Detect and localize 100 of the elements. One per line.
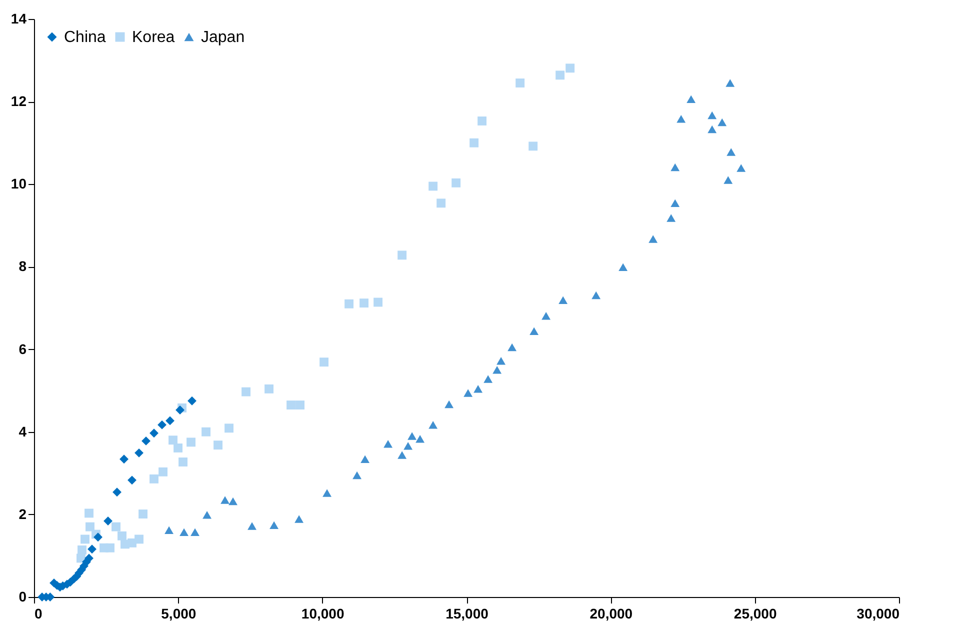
point	[496, 356, 506, 365]
point	[666, 214, 676, 222]
y-tick-label: 12	[10, 93, 27, 110]
x-tick-label: 5,000	[161, 606, 196, 622]
point	[542, 312, 551, 320]
x-tick-label: 30,000	[856, 606, 900, 622]
point	[528, 142, 538, 151]
point	[78, 545, 86, 554]
point	[708, 125, 717, 134]
point	[202, 510, 212, 519]
point	[398, 451, 407, 459]
point	[112, 488, 122, 497]
point	[134, 448, 144, 458]
point	[176, 406, 184, 414]
point	[164, 526, 174, 534]
point	[686, 95, 696, 103]
y-tick-label: 2	[18, 506, 27, 522]
point	[470, 138, 479, 148]
point	[180, 528, 188, 536]
point	[224, 424, 234, 433]
point	[428, 182, 438, 191]
y-tick-label: 10	[10, 176, 27, 192]
point	[88, 544, 96, 554]
point	[724, 176, 733, 184]
point	[80, 534, 90, 544]
point	[718, 118, 727, 126]
legend-label: Korea	[132, 29, 175, 46]
point	[142, 436, 150, 446]
point	[384, 440, 393, 448]
y-tick-label: 0	[18, 588, 27, 604]
point	[294, 515, 304, 523]
point	[214, 440, 222, 450]
point	[158, 420, 166, 430]
point	[428, 420, 438, 429]
point	[484, 375, 493, 383]
point	[186, 438, 196, 447]
point	[592, 291, 601, 300]
point	[120, 454, 128, 464]
point	[158, 467, 168, 476]
y-tick-label: 14	[10, 10, 27, 26]
point	[118, 531, 126, 540]
point	[84, 508, 94, 518]
point	[556, 70, 565, 80]
point	[492, 366, 502, 374]
point	[736, 164, 746, 172]
point	[86, 522, 94, 532]
point	[374, 298, 383, 307]
point	[670, 199, 680, 208]
legend-label: Japan	[201, 29, 245, 46]
point	[270, 521, 279, 530]
point	[174, 443, 182, 452]
point	[320, 358, 329, 367]
point	[190, 528, 200, 536]
point	[178, 458, 188, 466]
point	[264, 384, 274, 394]
point	[202, 427, 210, 436]
point	[168, 436, 178, 445]
point	[566, 64, 575, 73]
point	[452, 178, 461, 188]
y-tick-label: 6	[18, 340, 27, 357]
x-tick-label: 15,000	[446, 606, 489, 622]
point	[106, 543, 114, 552]
point	[478, 116, 487, 126]
point	[166, 416, 174, 426]
point	[134, 534, 144, 544]
point	[558, 296, 568, 304]
point	[352, 471, 362, 480]
point	[618, 263, 628, 271]
point	[726, 148, 736, 156]
point	[670, 163, 680, 172]
point	[530, 327, 539, 335]
point	[404, 442, 413, 450]
point	[444, 400, 454, 408]
point	[138, 510, 148, 518]
point	[344, 299, 354, 308]
x-tick-label: 20,000	[590, 606, 633, 622]
point	[436, 198, 446, 208]
point	[726, 79, 735, 87]
point	[408, 432, 417, 440]
y-tick-label: 4	[18, 423, 27, 440]
point	[220, 496, 230, 504]
x-tick-label: 0	[34, 606, 42, 622]
point	[188, 396, 196, 406]
point	[708, 111, 717, 120]
point	[242, 387, 250, 396]
point	[648, 235, 658, 243]
point	[150, 428, 158, 438]
point	[150, 474, 158, 484]
point	[508, 343, 517, 352]
point	[464, 389, 473, 397]
point	[322, 489, 332, 497]
point	[474, 385, 483, 393]
point	[360, 455, 370, 463]
point	[286, 400, 296, 410]
point	[104, 516, 112, 526]
point	[94, 532, 102, 542]
x-tick-label: 10,000	[301, 606, 344, 622]
point	[112, 522, 120, 532]
legend-label: China	[64, 29, 106, 46]
point	[516, 78, 525, 88]
